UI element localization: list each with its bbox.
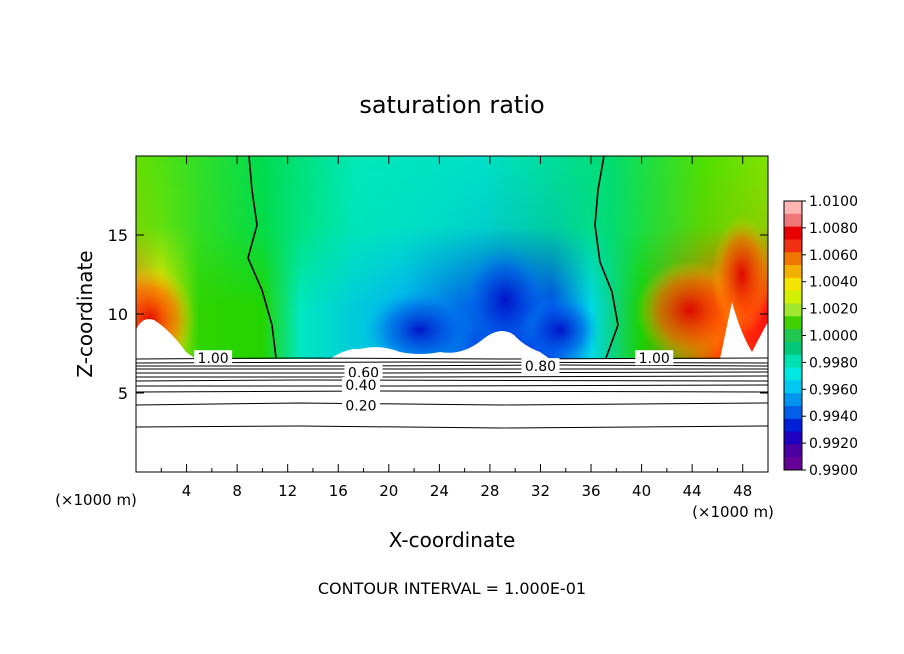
colorbar-swatch — [784, 329, 802, 343]
colorbar-swatch — [784, 367, 802, 381]
x-tick-label: 28 — [480, 482, 499, 500]
contour-label-bg — [341, 397, 380, 413]
colorbar-swatch — [784, 316, 802, 330]
x-tick-label: 32 — [531, 482, 550, 500]
colorbar-swatch — [784, 380, 802, 394]
colorbar-label: 1.0100 — [809, 194, 858, 210]
x-tick-label: 44 — [683, 482, 702, 500]
colorbar-label: 0.9920 — [809, 436, 858, 452]
x-unit-right: (×1000 m) — [692, 503, 774, 521]
y-axis: 5 10 15 — [108, 226, 768, 403]
colorbar-swatch — [784, 201, 802, 215]
colorbar-swatch — [784, 418, 802, 433]
contour-labels: 1.00 1.000.800.600.400.20 — [194, 350, 674, 415]
contour-label-bg — [635, 350, 674, 366]
x-tick-label: 8 — [232, 482, 242, 500]
moist-plume-far-right — [712, 215, 768, 335]
saturation-boundary-right — [594, 156, 619, 359]
colorbar-swatch — [784, 405, 802, 420]
colorbar-swatch — [784, 252, 802, 266]
y-tick-label: 5 — [118, 384, 128, 403]
y-tick-label: 10 — [108, 305, 128, 324]
contour-label: 0.20 — [345, 399, 376, 415]
x-axis-label: X-coordinate — [389, 528, 516, 552]
colorbar-label: 0.9900 — [809, 463, 858, 479]
colorbar-swatch — [784, 239, 802, 253]
x-tick-label: 20 — [379, 482, 398, 500]
colorbar-swatch — [784, 290, 802, 304]
colorbar-swatch — [784, 444, 802, 458]
colorbar-swatch — [784, 431, 802, 445]
colorbar-label: 1.0060 — [809, 248, 858, 264]
contour-lines — [136, 357, 768, 429]
dry-core-right — [520, 295, 600, 365]
y-tick-label: 15 — [108, 226, 128, 245]
colorbar-label: 0.9960 — [809, 382, 858, 398]
contour-label-bg — [341, 377, 380, 393]
y-axis-label: Z-coordinate — [73, 250, 97, 377]
contour-label-bg — [521, 358, 560, 374]
colorbar-swatch — [784, 303, 802, 317]
contour-interval-note: CONTOUR INTERVAL = 1.000E-01 — [318, 579, 586, 598]
saturation-field — [136, 156, 768, 472]
x-tick-label: 24 — [430, 482, 449, 500]
contour-label-bg — [344, 364, 383, 380]
x-tick-label: 16 — [329, 482, 348, 500]
x-tick-label: 36 — [581, 482, 600, 500]
x-tick-label: 40 — [632, 482, 651, 500]
contour-label-bg — [194, 350, 233, 366]
colorbar-swatch — [784, 277, 802, 292]
colorbar: 1.0100 1.0080 1.0060 1.0040 1.0020 1.0000 0.99… — [783, 194, 858, 479]
colorbar-swatch — [784, 393, 802, 407]
contour-label: 0.80 — [525, 359, 556, 375]
contour-label: 1.00 — [198, 351, 229, 367]
colorbar-label: 1.0040 — [809, 275, 858, 291]
colorbar-label: 1.0080 — [809, 221, 858, 237]
colorbar-swatch — [784, 226, 802, 240]
lower-region — [136, 359, 768, 472]
x-tick-label: 4 — [182, 482, 192, 500]
colorbar-label: 0.9980 — [809, 355, 858, 371]
x-axis: 4 8 12 16 20 24 28 32 36 40 44 48 — [160, 156, 752, 500]
contour-label: 1.00 — [639, 351, 670, 367]
colorbar-label: 0.9940 — [809, 409, 858, 425]
colorbar-swatch — [784, 354, 802, 369]
colorbar-label: 1.0020 — [809, 302, 858, 318]
x-tick-label: 48 — [733, 482, 752, 500]
colorbar-swatch — [784, 341, 802, 356]
colorbar-label: 1.0000 — [809, 329, 858, 345]
saturation-boundary-left — [247, 156, 277, 359]
chart-title: saturation ratio — [359, 91, 544, 119]
x-unit-left: (×1000 m) — [55, 491, 137, 509]
colorbar-swatch — [784, 457, 802, 471]
contour-label: 0.40 — [345, 378, 376, 394]
colorbar-swatch — [784, 265, 802, 279]
colorbar-swatch — [784, 213, 802, 228]
x-tick-label: 12 — [278, 482, 297, 500]
